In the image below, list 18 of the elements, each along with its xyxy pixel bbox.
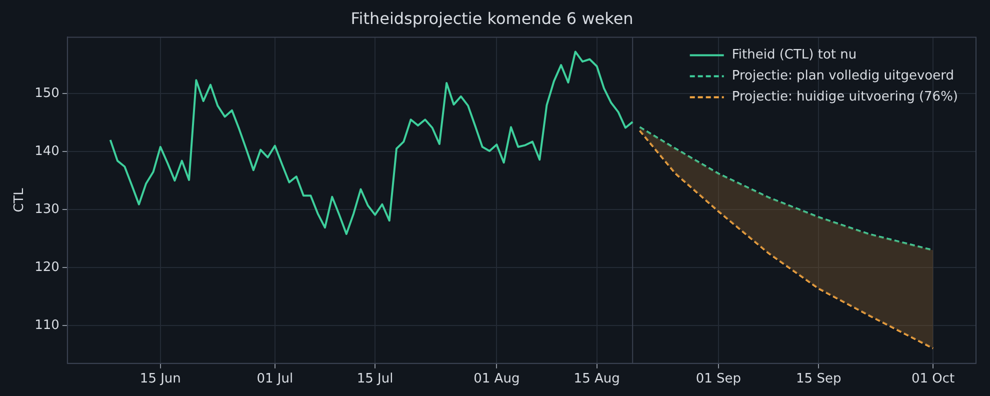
y-tick-label: 110 [34, 318, 60, 334]
y-tick-label: 130 [34, 202, 60, 217]
x-tick-label: 15 Aug [574, 372, 620, 387]
y-axis-title: CTL [12, 187, 28, 212]
chart-title: Fitheidsprojectie komende 6 weken [350, 8, 634, 28]
x-tick-label: 01 Aug [474, 372, 520, 387]
x-tick-label: 01 Oct [911, 372, 955, 387]
y-tick-label: 140 [34, 144, 60, 159]
x-tick-label: 15 Jul [356, 372, 394, 387]
x-tick-label: 15 Sep [796, 372, 842, 387]
x-tick-label: 01 Sep [696, 372, 742, 387]
x-tick-label: 01 Jul [256, 372, 294, 387]
x-tick-label: 15 Jun [140, 372, 181, 387]
y-tick-label: 150 [34, 86, 60, 101]
legend-label: Projectie: huidige uitvoering (76%) [732, 90, 958, 105]
legend-label: Projectie: plan volledig uitgevoerd [732, 68, 954, 84]
legend-label: Fitheid (CTL) tot nu [732, 48, 857, 63]
y-tick-label: 120 [34, 260, 60, 276]
